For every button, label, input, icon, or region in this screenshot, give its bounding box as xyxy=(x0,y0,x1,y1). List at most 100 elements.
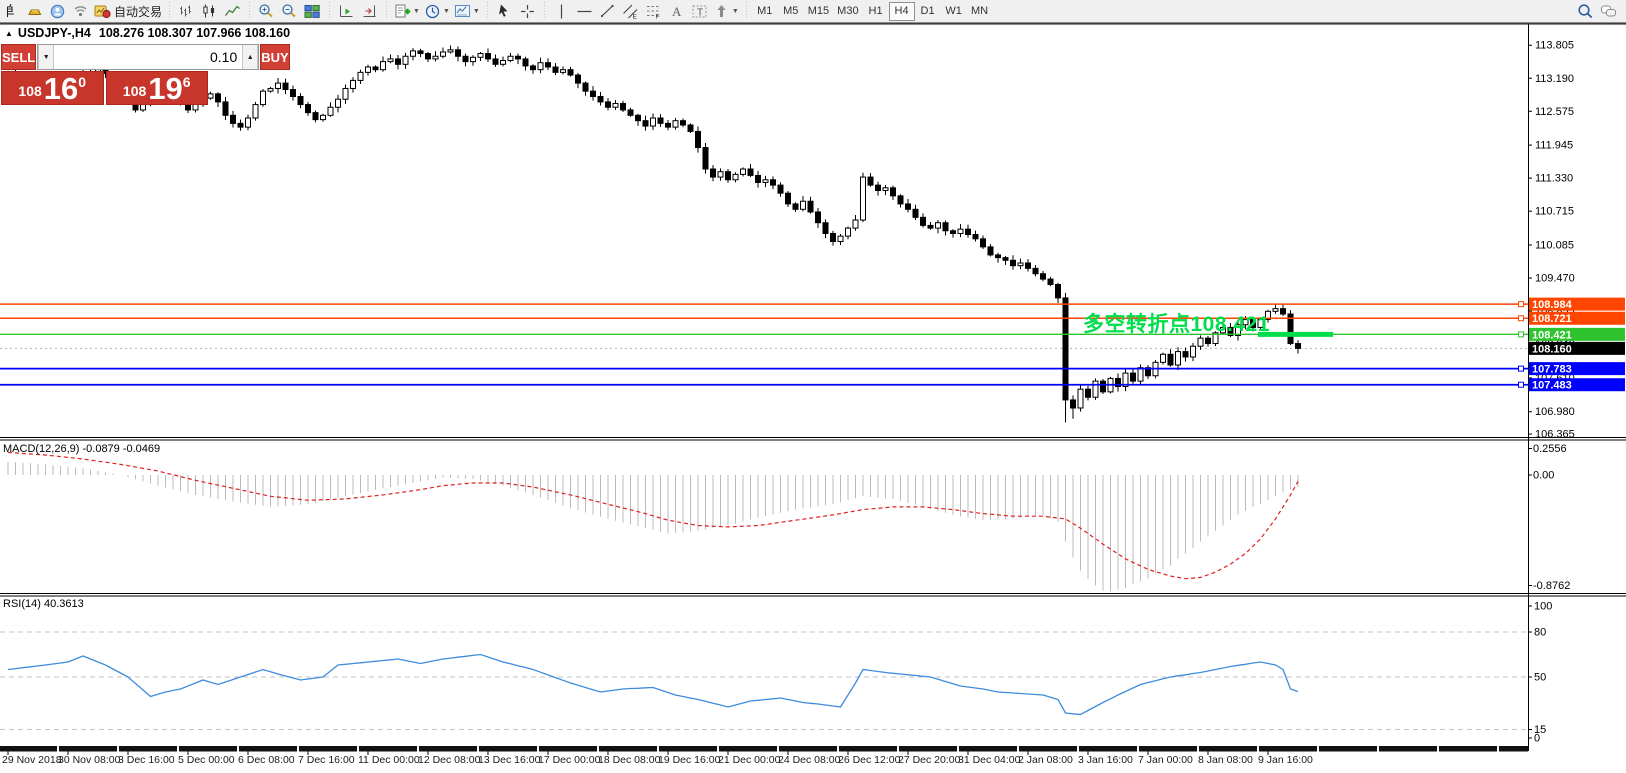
volume-input[interactable] xyxy=(54,45,243,69)
svg-text:18 Dec 08:00: 18 Dec 08:00 xyxy=(598,754,661,766)
signal-icon[interactable] xyxy=(69,1,92,21)
svg-text:-0.8762: -0.8762 xyxy=(1533,580,1570,592)
cloud-icon-glyph xyxy=(50,4,65,18)
textA-icon-glyph: A xyxy=(672,4,682,19)
horizontal-line-icon[interactable] xyxy=(573,1,596,21)
svg-text:50: 50 xyxy=(1534,672,1546,684)
buy-button[interactable]: BUY xyxy=(260,44,290,70)
svg-text:0: 0 xyxy=(1534,733,1540,745)
svg-text:17 Dec 00:00: 17 Dec 00:00 xyxy=(538,754,601,766)
sell-price-big: 16 xyxy=(43,70,79,106)
periods-icon[interactable]: ▼ xyxy=(422,1,452,21)
orders-icon[interactable]: 单 xyxy=(0,1,23,21)
templates-icon[interactable]: ▼ xyxy=(452,1,482,21)
price-tag-108.721: 108.721 xyxy=(1529,311,1625,325)
textT-icon-glyph: T xyxy=(692,5,707,18)
shapes-icon[interactable]: ▼ xyxy=(711,1,741,21)
timeframe-m1[interactable]: M1 xyxy=(752,2,778,21)
svg-text:108.160: 108.160 xyxy=(1532,343,1572,355)
new-order-icon[interactable]: ▼ xyxy=(392,1,422,21)
chat-icon[interactable] xyxy=(1597,1,1620,21)
bar-chart-icon[interactable] xyxy=(175,1,198,21)
macd-axis: 0.2556 0.00 -0.8762 xyxy=(1528,443,1570,592)
timeframe-h4[interactable]: H4 xyxy=(888,1,915,21)
cursor-icon[interactable] xyxy=(493,1,516,21)
crosshair-icon[interactable] xyxy=(516,1,539,21)
timeframe-mn[interactable]: MN xyxy=(967,2,993,21)
svg-text:110.085: 110.085 xyxy=(1535,240,1574,252)
macd-pane xyxy=(7,451,1299,592)
toolbar-separator xyxy=(743,2,749,20)
zoom-out-icon[interactable] xyxy=(278,1,301,21)
svg-text:111.945: 111.945 xyxy=(1535,140,1573,152)
fibonacci-icon[interactable]: F xyxy=(642,1,665,21)
channel-icon[interactable]: E xyxy=(619,1,642,21)
timeframe-w1[interactable]: W1 xyxy=(941,2,967,21)
zoomout-icon-glyph xyxy=(282,3,296,17)
svg-text:108.721: 108.721 xyxy=(1532,313,1572,325)
volume-decrease-button[interactable]: ▼ xyxy=(38,45,55,69)
clock-icon-glyph xyxy=(425,4,440,18)
svg-text:112.575: 112.575 xyxy=(1535,106,1574,118)
candles-icon-glyph xyxy=(203,4,215,17)
price-line-108.721[interactable] xyxy=(0,315,1528,322)
chat-icon-glyph xyxy=(1601,5,1616,16)
candlestick-chart-icon[interactable] xyxy=(198,1,221,21)
vline-icon-glyph xyxy=(560,4,562,18)
buy-price-display[interactable]: 108 19 6 xyxy=(105,70,208,106)
price-line-107.783[interactable] xyxy=(0,365,1528,372)
timeframe-h1[interactable]: H1 xyxy=(863,2,889,21)
chart-shift-icon[interactable] xyxy=(358,1,381,21)
tile-windows-icon[interactable] xyxy=(301,1,324,21)
gold-icon[interactable] xyxy=(23,1,46,21)
auto-scroll-icon[interactable] xyxy=(335,1,358,21)
annotation-text: 多空转折点108.421 xyxy=(1083,313,1270,336)
price-tag-107.483: 107.483 xyxy=(1529,378,1625,392)
timeframe-m15[interactable]: M15 xyxy=(804,2,833,21)
signal-icon-glyph xyxy=(74,5,87,16)
svg-text:21 Dec 00:00: 21 Dec 00:00 xyxy=(718,754,781,766)
svg-text:19 Dec 16:00: 19 Dec 16:00 xyxy=(658,754,721,766)
svg-text:15: 15 xyxy=(1534,724,1546,736)
community-icon[interactable] xyxy=(46,1,69,21)
svg-text:113.190: 113.190 xyxy=(1535,73,1574,85)
sell-price-display[interactable]: 108 16 0 xyxy=(1,71,104,105)
zoom-in-icon[interactable] xyxy=(255,1,278,21)
svg-text:106.980: 106.980 xyxy=(1535,406,1575,418)
svg-text:106.365: 106.365 xyxy=(1535,429,1575,441)
price-line-108.984[interactable] xyxy=(0,301,1528,308)
timeframe-m5[interactable]: M5 xyxy=(778,2,804,21)
timeframe-m30[interactable]: M30 xyxy=(833,2,862,21)
buy-price-big: 19 xyxy=(148,70,183,106)
search-icon[interactable] xyxy=(1574,1,1597,21)
sell-price-sup: 0 xyxy=(78,74,87,90)
svg-text:8 Jan 08:00: 8 Jan 08:00 xyxy=(1198,754,1253,766)
timeframe-d1[interactable]: D1 xyxy=(915,2,941,21)
volume-increase-button[interactable]: ▲ xyxy=(242,45,259,69)
gold-icon-glyph xyxy=(28,9,42,15)
tline-icon-glyph xyxy=(600,4,614,17)
toolbar-separator xyxy=(384,2,390,20)
text-icon[interactable]: A xyxy=(665,1,688,21)
text-label-icon[interactable]: T xyxy=(688,1,711,21)
svg-text:E: E xyxy=(632,13,637,20)
svg-text:0.00: 0.00 xyxy=(1533,470,1554,482)
svg-text:11 Dec 00:00: 11 Dec 00:00 xyxy=(358,754,420,766)
auto-trading-button[interactable]: 自动交易 xyxy=(92,1,164,21)
svg-text:111.330: 111.330 xyxy=(1535,173,1573,185)
svg-text:109.470: 109.470 xyxy=(1535,273,1575,285)
svg-text:113.805: 113.805 xyxy=(1535,40,1574,52)
buy-price-small: 108 xyxy=(122,83,147,100)
svg-text:31 Dec 04:00: 31 Dec 04:00 xyxy=(958,754,1021,766)
sell-button[interactable]: SELL xyxy=(1,44,37,70)
svg-text:F: F xyxy=(655,13,659,20)
chart-collapse-icon[interactable]: ▲ xyxy=(5,28,13,38)
trendline-icon[interactable] xyxy=(596,1,619,21)
sell-price-small: 108 xyxy=(18,83,42,100)
macd-label: MACD(12,26,9) -0.0879 -0.0469 xyxy=(3,443,161,455)
line-chart-icon[interactable] xyxy=(221,1,244,21)
vertical-line-icon[interactable] xyxy=(550,1,573,21)
price-line-107.483[interactable] xyxy=(0,381,1528,388)
